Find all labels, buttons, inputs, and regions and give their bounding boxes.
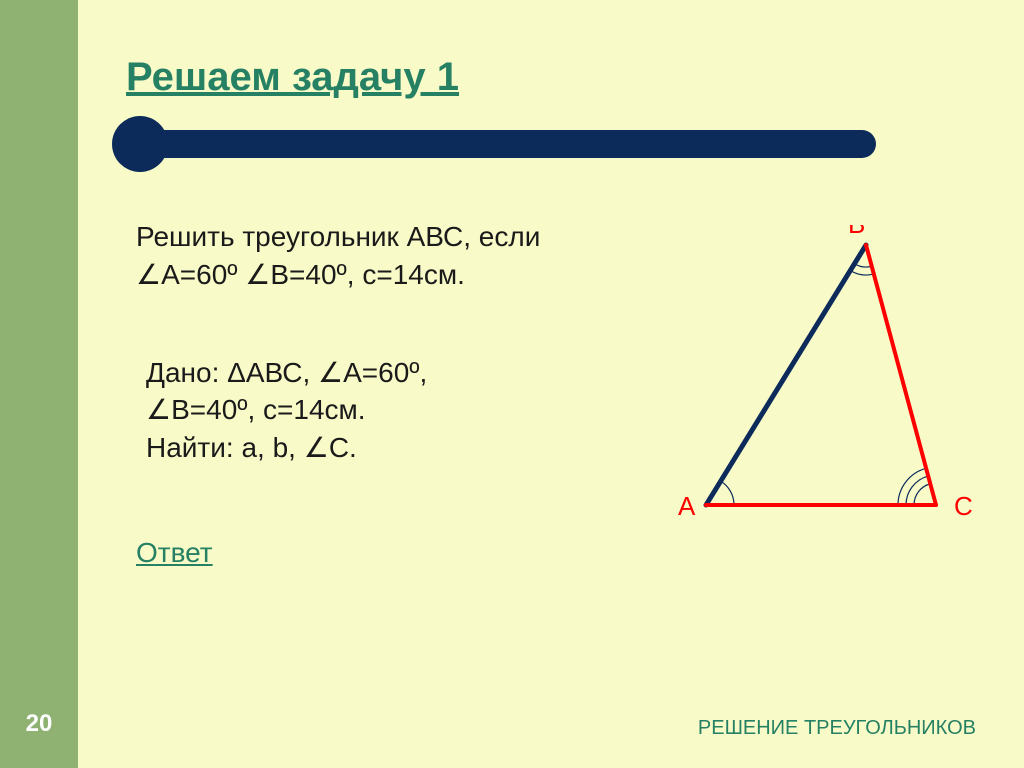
svg-text:B: B — [848, 225, 865, 239]
sidebar: 20 — [0, 0, 78, 768]
given-line: Найти: a, b, ∠С. — [146, 429, 566, 467]
problem-line: ∠А=60º ∠В=40º, с=14см. — [136, 256, 656, 294]
slide-body: Решаем задачу 1 Решить треугольник АВС, … — [78, 0, 1024, 768]
bar-rect — [156, 130, 876, 158]
given-line: Дано: ΔАВС, ∠А=60º, — [146, 354, 566, 392]
slide-title: Решаем задачу 1 — [126, 55, 976, 100]
problem-text: Решить треугольник АВС, если ∠А=60º ∠В=4… — [136, 218, 656, 294]
title-bar — [126, 128, 976, 158]
answer-link[interactable]: Ответ — [136, 537, 213, 569]
given-line: ∠В=40º, с=14см. — [146, 391, 566, 429]
footer-text: РЕШЕНИЕ ТРЕУГОЛЬНИКОВ — [698, 717, 976, 740]
triangle-svg: A B C — [666, 225, 986, 545]
given-text: Дано: ΔАВС, ∠А=60º, ∠В=40º, с=14см. Найт… — [146, 354, 566, 467]
svg-text:A: A — [678, 491, 696, 521]
slide-number: 20 — [0, 710, 78, 738]
problem-line: Решить треугольник АВС, если — [136, 218, 656, 256]
triangle-diagram: A B C — [666, 225, 986, 545]
svg-text:C: C — [954, 491, 973, 521]
